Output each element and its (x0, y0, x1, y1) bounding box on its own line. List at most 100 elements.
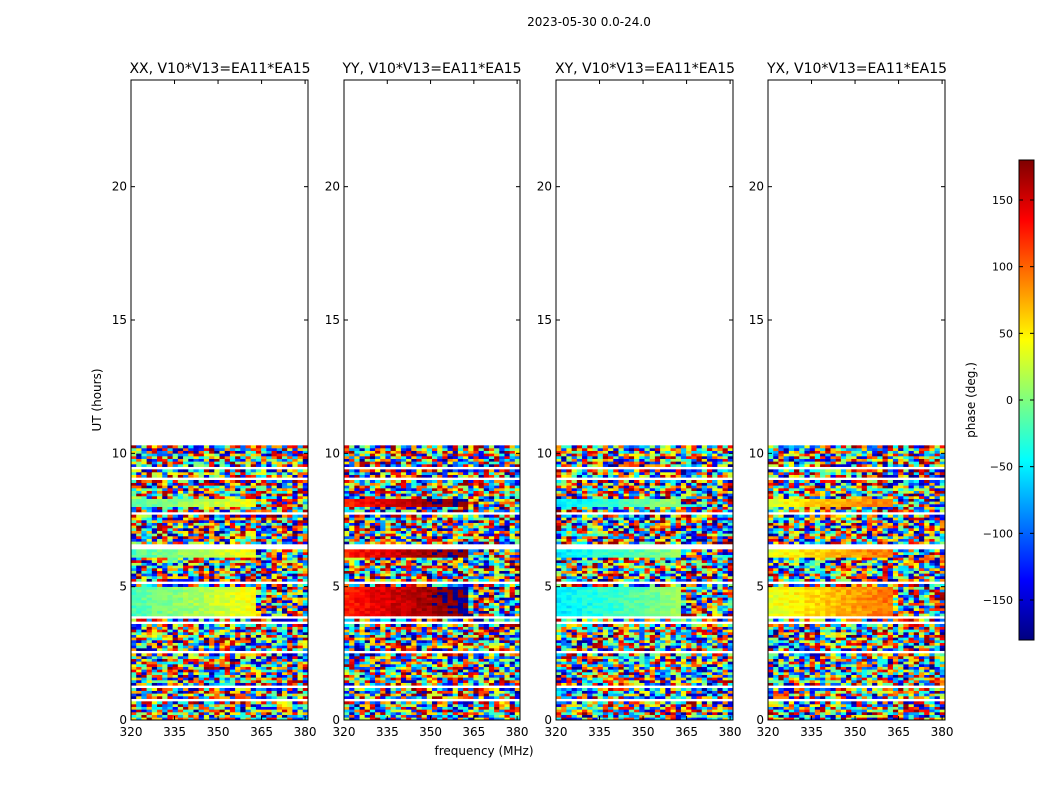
heatmap-cell (261, 480, 267, 483)
heatmap-cell (209, 557, 215, 561)
heatmap-cell (240, 640, 246, 643)
heatmap-cell (281, 637, 288, 641)
heatmap-cell (141, 493, 147, 497)
heatmap-cell (276, 514, 283, 518)
heatmap-cell (287, 496, 293, 499)
heatmap-cell (478, 605, 485, 609)
heatmap-cell (240, 690, 246, 694)
heatmap-cell (261, 562, 267, 566)
heatmap-cell (369, 600, 376, 603)
heatmap-cell (141, 688, 147, 691)
heatmap-cell (344, 608, 350, 611)
heatmap-cell (219, 597, 226, 601)
heatmap-cell (385, 613, 391, 617)
heatmap-cell (395, 565, 402, 569)
heatmap-cell (509, 562, 516, 566)
heatmap-cell (442, 584, 448, 587)
heatmap-cell (188, 490, 194, 494)
heatmap-cell (136, 712, 142, 715)
heatmap-cell (229, 693, 236, 697)
heatmap-cell (276, 610, 283, 614)
heatmap-cell (146, 552, 153, 555)
heatmap-cell (416, 693, 422, 697)
heatmap-cell (261, 600, 267, 603)
heatmap-cell (131, 514, 137, 518)
heatmap-cell (209, 450, 215, 454)
heatmap-cell (245, 658, 252, 662)
heatmap-cell (292, 602, 298, 606)
heatmap-cell (509, 570, 516, 574)
heatmap-cell (172, 632, 179, 635)
heatmap-cell (380, 592, 386, 595)
heatmap-cell (344, 570, 350, 574)
heatmap-cell (245, 712, 252, 715)
heatmap-cell (271, 706, 278, 710)
heatmap-cell (509, 677, 516, 681)
heatmap-cell (245, 706, 252, 710)
heatmap-cell (390, 576, 397, 579)
heatmap-cell (349, 626, 355, 630)
heatmap-cell (400, 634, 407, 638)
heatmap-cell (198, 610, 205, 614)
heatmap-cell (167, 618, 173, 622)
heatmap-cell (250, 682, 257, 686)
heatmap-cell (411, 602, 417, 606)
heatmap-cell (250, 637, 257, 641)
heatmap-cell (406, 666, 412, 670)
heatmap-cell (224, 613, 231, 617)
heatmap-cell (214, 666, 220, 670)
heatmap-cell (266, 456, 272, 459)
heatmap-cell (255, 517, 262, 521)
heatmap-cell (359, 714, 366, 718)
heatmap-cell (261, 509, 267, 513)
heatmap-cell (172, 568, 179, 571)
heatmap-cell (240, 576, 246, 579)
heatmap-cell (369, 629, 376, 633)
heatmap-cell (380, 714, 386, 718)
heatmap-cell (177, 618, 184, 622)
heatmap-cell (151, 458, 158, 462)
heatmap-cell (157, 469, 163, 473)
heatmap-cell (219, 586, 226, 590)
heatmap-cell (162, 568, 168, 571)
heatmap-cell (266, 464, 272, 467)
heatmap-cell (437, 618, 443, 622)
heatmap-cell (483, 600, 490, 603)
heatmap-cell (463, 709, 469, 713)
heatmap-cell (271, 560, 278, 563)
heatmap-cell (177, 552, 184, 555)
heatmap-cell (297, 701, 304, 705)
heatmap-cell (146, 450, 153, 454)
heatmap-cell (271, 490, 278, 494)
heatmap-cell (473, 717, 479, 721)
heatmap-cell (136, 605, 142, 609)
heatmap-cell (463, 661, 469, 665)
heatmap-cell (255, 450, 262, 454)
heatmap-cell (452, 680, 459, 683)
heatmap-cell (240, 458, 246, 462)
heatmap-cell (261, 522, 267, 526)
heatmap-cell (395, 672, 402, 675)
heatmap-cell (442, 589, 448, 593)
heatmap-cell (198, 645, 205, 649)
heatmap-cell (136, 522, 142, 526)
heatmap-cell (426, 634, 433, 638)
heatmap-cell (302, 520, 309, 523)
heatmap-cell (203, 453, 210, 457)
heatmap-cell (250, 693, 257, 697)
heatmap-cell (271, 661, 278, 665)
heatmap-cell (151, 504, 158, 507)
heatmap-cell (364, 690, 371, 694)
heatmap-cell (146, 573, 153, 577)
heatmap-cell (421, 640, 428, 643)
heatmap-cell (375, 693, 381, 697)
heatmap-cell (442, 696, 448, 699)
heatmap-cell (390, 666, 397, 670)
heatmap-cell (141, 522, 147, 526)
heatmap-cell (203, 600, 210, 603)
heatmap-cell (406, 680, 412, 683)
heatmap-cell (255, 562, 262, 566)
heatmap-cell (349, 648, 355, 651)
heatmap-cell (287, 709, 293, 713)
heatmap-cell (214, 498, 220, 502)
